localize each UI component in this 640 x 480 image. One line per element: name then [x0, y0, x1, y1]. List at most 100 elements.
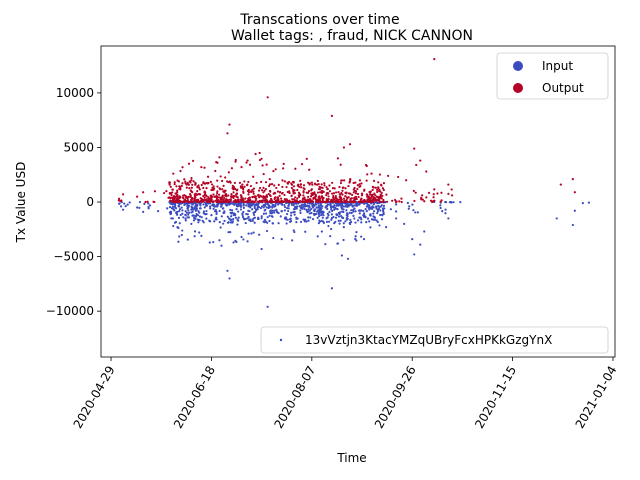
output-point	[377, 181, 380, 184]
input-point	[178, 235, 181, 238]
output-point	[376, 190, 379, 194]
output-point	[365, 193, 368, 196]
input-point	[330, 287, 333, 290]
output-point	[400, 197, 403, 200]
output-point	[271, 200, 274, 203]
output-point	[336, 157, 340, 160]
input-point	[242, 206, 245, 209]
output-point	[296, 188, 299, 192]
input-point	[195, 203, 199, 206]
input-point	[178, 222, 181, 225]
input-point	[177, 216, 181, 219]
input-point	[413, 253, 416, 256]
output-point	[146, 200, 149, 203]
output-point	[374, 194, 377, 197]
output-point	[251, 188, 254, 191]
input-point	[295, 217, 298, 220]
input-point	[222, 222, 225, 225]
output-point	[320, 195, 324, 198]
output-point	[246, 159, 249, 162]
output-point	[382, 200, 385, 203]
input-point	[403, 222, 406, 225]
output-point	[251, 196, 254, 199]
output-point	[302, 194, 305, 197]
input-point	[395, 210, 398, 213]
input-point	[354, 221, 357, 224]
output-point	[235, 195, 238, 198]
input-point	[230, 215, 233, 218]
output-point	[321, 186, 324, 189]
output-point	[208, 200, 211, 203]
input-point	[251, 219, 254, 222]
input-point	[363, 212, 366, 215]
output-point	[121, 193, 125, 196]
input-point	[191, 214, 194, 217]
output-point	[254, 152, 257, 156]
output-point	[382, 188, 385, 192]
input-point	[376, 202, 379, 205]
input-point	[314, 208, 317, 211]
input-point	[275, 208, 278, 211]
output-point	[313, 197, 317, 200]
output-point	[232, 191, 235, 194]
output-point	[277, 200, 280, 204]
output-point	[368, 196, 371, 199]
input-point	[358, 216, 361, 219]
input-point	[231, 211, 234, 214]
output-point	[213, 195, 216, 198]
input-point	[177, 226, 180, 230]
output-point	[227, 194, 230, 197]
output-point	[187, 195, 190, 198]
input-point	[265, 206, 268, 209]
output-point	[291, 198, 294, 201]
output-point	[184, 199, 187, 202]
output-point	[571, 178, 574, 181]
output-point	[425, 196, 428, 199]
output-point	[327, 192, 330, 195]
input-point	[332, 206, 336, 209]
output-point	[178, 187, 181, 191]
input-point	[327, 224, 330, 228]
output-point	[200, 166, 203, 169]
x-axis-label: Time	[336, 451, 366, 465]
output-point	[290, 200, 293, 204]
input-point	[311, 218, 315, 221]
input-point	[381, 208, 385, 212]
input-point	[341, 216, 344, 219]
input-point	[198, 219, 201, 222]
output-point	[354, 181, 357, 184]
output-point	[219, 198, 223, 201]
output-point	[393, 198, 397, 202]
output-point	[316, 179, 319, 183]
input-point	[346, 257, 350, 260]
output-point	[325, 194, 328, 197]
output-point	[363, 198, 366, 202]
output-point	[203, 166, 206, 169]
input-point	[336, 202, 339, 205]
output-point	[220, 200, 224, 203]
output-point	[327, 195, 330, 198]
output-point	[206, 175, 210, 178]
output-point	[350, 200, 353, 203]
output-point	[280, 197, 283, 200]
input-point	[255, 209, 258, 212]
output-point	[234, 158, 237, 162]
output-point	[397, 175, 400, 179]
output-point	[344, 194, 347, 198]
input-point	[177, 205, 181, 208]
input-point	[202, 210, 206, 213]
input-point	[232, 212, 236, 215]
input-point	[338, 212, 341, 216]
input-point	[373, 218, 376, 221]
output-point	[341, 186, 344, 189]
input-point	[213, 205, 216, 208]
x-tick-label: 2020-11-15	[472, 364, 519, 431]
output-point	[311, 183, 314, 186]
input-point	[283, 204, 286, 207]
input-point	[357, 203, 360, 206]
output-point	[268, 177, 271, 181]
output-point	[232, 188, 235, 191]
input-point	[587, 201, 590, 204]
output-point	[223, 196, 226, 200]
